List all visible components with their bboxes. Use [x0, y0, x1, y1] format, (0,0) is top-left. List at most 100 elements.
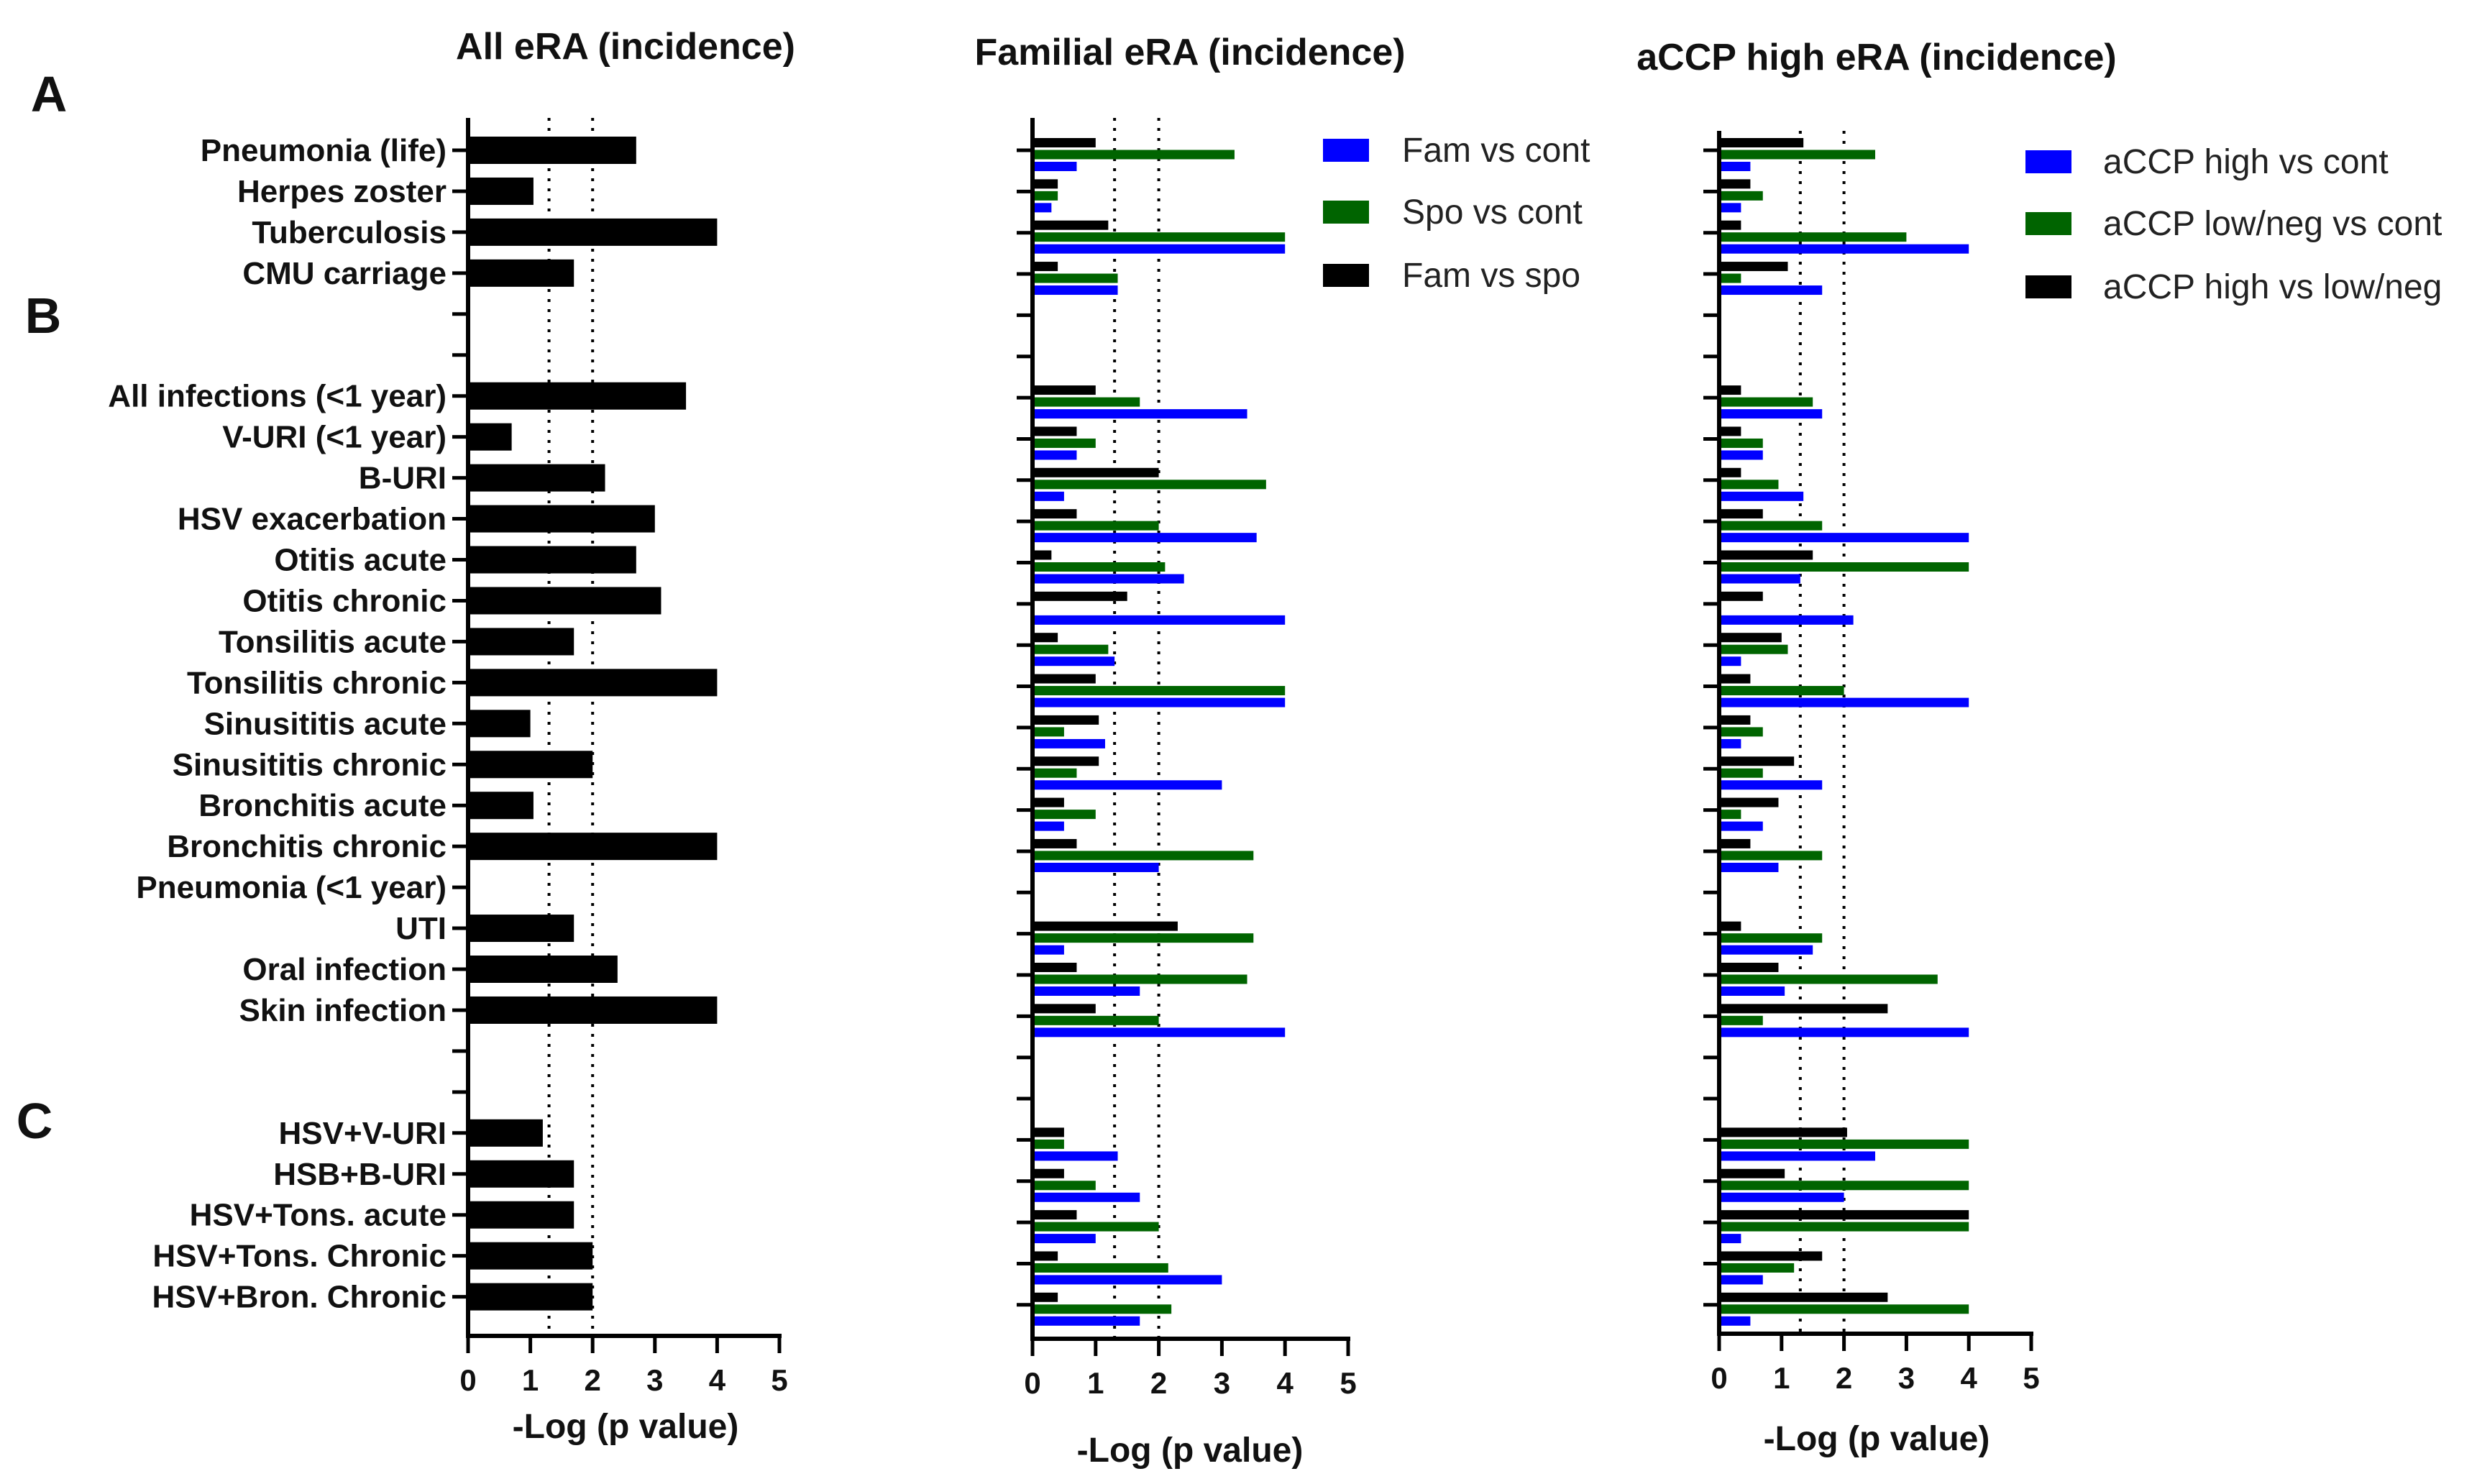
accp-bar-accp-high-vs-cont-28	[1719, 1316, 1751, 1326]
section-label-b: B	[25, 288, 62, 344]
familial-x-tick-label-4: 4	[1277, 1366, 1294, 1400]
accp-bar-accp-low-neg-vs-cont-17	[1719, 851, 1823, 861]
all-era-category-label-b-uri: B-URI	[359, 461, 447, 496]
accp-bar-accp-high-vs-low-neg-0	[1719, 138, 1804, 147]
accp-bar-accp-low-neg-vs-cont-9	[1719, 521, 1823, 531]
all-era-category-label-otitis-acute: Otitis acute	[274, 543, 447, 578]
all-era-x-tick-label-2: 2	[585, 1363, 601, 1397]
familial-bar-fam-vs-spo-19	[1033, 921, 1178, 931]
all-era-bar-all-era-11	[468, 587, 661, 615]
accp-bar-accp-high-vs-cont-16	[1719, 821, 1763, 831]
legend-label-fam-vs-spo: Fam vs spo	[1402, 257, 1580, 295]
all-era-bar-all-era-25	[468, 1160, 574, 1188]
all-era-category-label-tuberculosis: Tuberculosis	[252, 215, 447, 250]
accp-bar-accp-high-vs-cont-27	[1719, 1275, 1763, 1285]
all-era-category-label-uti: UTI	[395, 911, 447, 946]
all-era-x-tick-label-3: 3	[646, 1363, 663, 1397]
familial-bar-fam-vs-spo-6	[1033, 385, 1096, 395]
familial-bar-spo-vs-cont-15	[1033, 768, 1077, 778]
accp-bar-accp-high-vs-cont-11	[1719, 615, 1854, 625]
accp-bar-accp-high-vs-cont-6	[1719, 409, 1823, 419]
familial-bar-spo-vs-cont-26	[1033, 1222, 1159, 1232]
familial-bar-fam-vs-cont-13	[1033, 697, 1286, 707]
accp-bar-accp-high-vs-cont-26	[1719, 1234, 1741, 1244]
all-era-category-label-bronchitis-acute: Bronchitis acute	[198, 788, 447, 823]
all-era-x-tick-label-0: 0	[459, 1363, 476, 1397]
familial-bar-spo-vs-cont-20	[1033, 974, 1247, 984]
all-era-bar-all-era-27	[468, 1242, 593, 1270]
accp-bar-accp-low-neg-vs-cont-15	[1719, 768, 1763, 778]
accp-bar-accp-high-vs-low-neg-21	[1719, 1004, 1888, 1014]
accp-high-era-panel: aCCP high eRA (incidence) -Log (p value)…	[1636, 37, 2116, 1458]
all-era-category-label-sinusititis-chronic: Sinusititis chronic	[173, 747, 447, 782]
all-era-bar-all-era-16	[468, 792, 534, 820]
accp-bar-accp-low-neg-vs-cont-12	[1719, 644, 1788, 654]
familial-bar-fam-vs-cont-21	[1033, 1027, 1286, 1038]
legend-swatch-accp-high-vs-low-neg	[2025, 275, 2071, 298]
accp-bar-accp-low-neg-vs-cont-2	[1719, 232, 1907, 242]
familial-bar-fam-vs-spo-28	[1033, 1292, 1058, 1302]
all-era-bar-all-era-26	[468, 1201, 574, 1229]
familial-bar-spo-vs-cont-8	[1033, 480, 1266, 490]
accp-bar-accp-high-vs-cont-12	[1719, 656, 1741, 667]
all-era-category-label-cmu-carriage: CMU carriage	[242, 256, 447, 291]
accp-high-era-x-axis-label: -Log (p value)	[1764, 1420, 1990, 1458]
all-era-category-label-herpes-zoster: Herpes zoster	[237, 174, 447, 209]
all-era-category-label-hsv-tons-acute: HSV+Tons. acute	[190, 1198, 447, 1233]
all-era-bar-all-era-8	[468, 464, 605, 492]
familial-bar-fam-vs-cont-2	[1033, 244, 1286, 254]
accp-x-tick-label-2: 2	[1836, 1361, 1852, 1395]
all-era-category-label-hsv-exacerbation: HSV exacerbation	[178, 502, 447, 537]
accp-bar-accp-high-vs-low-neg-14	[1719, 715, 1751, 725]
all-era-category-label-all-infections-1-year: All infections (<1 year)	[108, 379, 447, 414]
legend-swatch-accp-low-neg-vs-cont	[2025, 212, 2071, 235]
all-era-bar-all-era-21	[468, 996, 718, 1024]
familial-bar-fam-vs-cont-1	[1033, 203, 1052, 213]
all-era-x-tick-label-5: 5	[771, 1363, 787, 1397]
section-label-c: C	[17, 1093, 53, 1149]
accp-bar-accp-high-vs-low-neg-17	[1719, 838, 1751, 848]
all-era-x-axis-label: -Log (p value)	[513, 1408, 739, 1446]
section-label-a: A	[31, 66, 68, 122]
familial-bar-spo-vs-cont-0	[1033, 150, 1235, 160]
familial-bar-fam-vs-cont-28	[1033, 1316, 1140, 1326]
accp-bar-accp-high-vs-cont-1	[1719, 203, 1741, 213]
familial-bar-spo-vs-cont-21	[1033, 1015, 1159, 1025]
all-era-bar-all-era-14	[468, 710, 531, 738]
accp-bar-accp-high-vs-cont-20	[1719, 986, 1785, 996]
accp-bar-accp-high-vs-cont-7	[1719, 450, 1763, 460]
accp-bar-accp-high-vs-low-neg-9	[1719, 509, 1763, 519]
accp-bar-accp-high-vs-cont-2	[1719, 244, 1969, 254]
accp-bar-accp-high-vs-cont-9	[1719, 533, 1969, 543]
accp-bar-accp-high-vs-cont-13	[1719, 697, 1969, 707]
familial-bar-fam-vs-cont-12	[1033, 656, 1115, 667]
all-era-bar-all-era-13	[468, 669, 718, 697]
all-era-bar-all-era-24	[468, 1119, 543, 1147]
familial-bar-fam-vs-spo-2	[1033, 220, 1109, 230]
familial-bar-fam-vs-spo-3	[1033, 262, 1058, 272]
accp-bar-accp-low-neg-vs-cont-16	[1719, 810, 1741, 820]
all-era-category-label-hsv-tons-chronic: HSV+Tons. Chronic	[152, 1239, 447, 1274]
familial-bar-fam-vs-cont-0	[1033, 162, 1077, 171]
all-era-bar-all-era-1	[468, 177, 534, 205]
familial-bar-fam-vs-spo-13	[1033, 674, 1096, 684]
familial-bar-spo-vs-cont-17	[1033, 851, 1254, 861]
all-era-category-label-hsv-bron-chronic: HSV+Bron. Chronic	[152, 1280, 447, 1315]
familial-bar-spo-vs-cont-19	[1033, 933, 1254, 943]
accp-bar-accp-high-vs-cont-21	[1719, 1027, 1969, 1038]
familial-bar-spo-vs-cont-6	[1033, 397, 1140, 407]
familial-era-x-axis-label: -Log (p value)	[1077, 1432, 1304, 1470]
accp-high-era-title: aCCP high eRA (incidence)	[1636, 37, 2116, 78]
legend-label-accp-high-vs-low-neg: aCCP high vs low/neg	[2103, 268, 2442, 306]
familial-bar-fam-vs-spo-12	[1033, 633, 1058, 643]
accp-bar-accp-high-vs-low-neg-10	[1719, 550, 1813, 560]
familial-bar-fam-vs-cont-27	[1033, 1275, 1222, 1285]
all-era-x-tick-label-4: 4	[709, 1363, 726, 1397]
accp-bar-accp-high-vs-cont-8	[1719, 491, 1804, 501]
accp-bar-accp-low-neg-vs-cont-10	[1719, 562, 1969, 572]
familial-bar-fam-vs-cont-16	[1033, 821, 1064, 831]
accp-bar-accp-high-vs-low-neg-8	[1719, 467, 1741, 477]
all-era-bar-all-era-9	[468, 505, 655, 533]
accp-bar-accp-high-vs-cont-15	[1719, 780, 1823, 790]
all-era-bar-all-era-2	[468, 218, 718, 246]
